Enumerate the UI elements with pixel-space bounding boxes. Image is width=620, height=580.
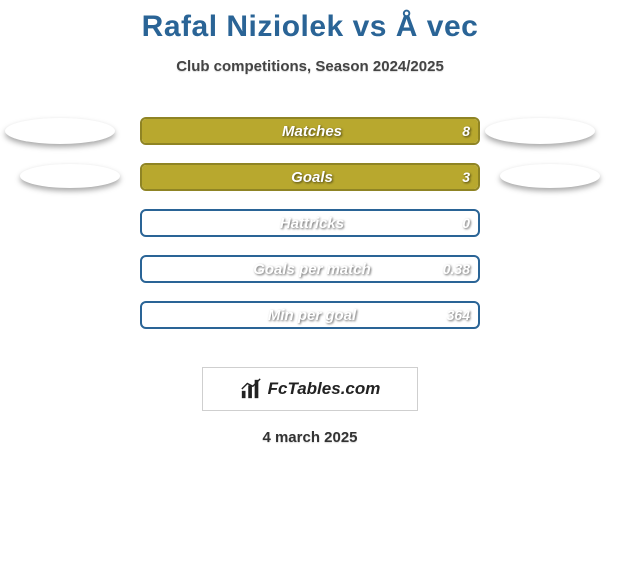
stat-bar: Goals per match0.38 bbox=[140, 255, 480, 283]
logo-text: FcTables.com bbox=[268, 379, 381, 399]
bar-chart-icon bbox=[240, 378, 262, 400]
stat-bar: Matches8 bbox=[140, 117, 480, 145]
stat-value: 0 bbox=[462, 215, 470, 231]
stat-row: Min per goal364 bbox=[0, 301, 620, 347]
stat-label: Goals bbox=[142, 169, 480, 186]
stat-value: 3 bbox=[462, 169, 470, 185]
stat-row: Goals per match0.38 bbox=[0, 255, 620, 301]
stat-value: 8 bbox=[462, 123, 470, 139]
stat-label: Matches bbox=[142, 123, 480, 140]
fctables-logo: FcTables.com bbox=[202, 367, 418, 411]
player-placeholder-left bbox=[5, 118, 115, 144]
stat-row: Hattricks0 bbox=[0, 209, 620, 255]
page-title: Rafal Niziolek vs Å vec bbox=[0, 0, 620, 44]
stat-value: 364 bbox=[447, 307, 470, 323]
date-text: 4 march 2025 bbox=[0, 429, 620, 446]
stat-bar: Min per goal364 bbox=[140, 301, 480, 329]
stat-bar: Goals3 bbox=[140, 163, 480, 191]
subtitle: Club competitions, Season 2024/2025 bbox=[0, 58, 620, 75]
player-placeholder-left bbox=[20, 164, 120, 188]
player-placeholder-right bbox=[485, 118, 595, 144]
stat-label: Hattricks bbox=[142, 215, 480, 232]
stat-label: Goals per match bbox=[142, 261, 480, 278]
stat-bar: Hattricks0 bbox=[140, 209, 480, 237]
comparison-chart: Matches8Goals3Hattricks0Goals per match0… bbox=[0, 117, 620, 347]
stat-value: 0.38 bbox=[443, 261, 470, 277]
stat-label: Min per goal bbox=[142, 307, 480, 324]
player-placeholder-right bbox=[500, 164, 600, 188]
